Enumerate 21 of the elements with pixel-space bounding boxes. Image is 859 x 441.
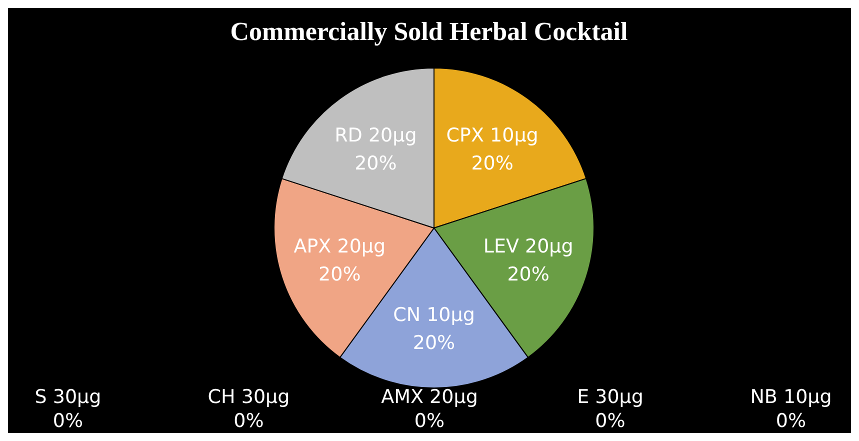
category-label: E 30µg — [577, 386, 644, 408]
slice-label: RD 20µg — [334, 124, 417, 147]
text: 0% — [595, 410, 626, 432]
category-label: CH 30µg — [208, 386, 290, 408]
data-label: 20% — [318, 264, 361, 286]
chart-title: Commercially Sold Herbal Cocktail — [230, 17, 628, 46]
text: 0% — [776, 410, 806, 432]
data-label: 20% — [412, 332, 456, 354]
category-label: NB 10µg — [750, 386, 832, 408]
text: 0% — [52, 410, 84, 432]
data-label: 20% — [471, 152, 514, 175]
slice-label: CN 10µg — [393, 304, 475, 326]
category-label: S 30µg — [34, 386, 102, 408]
data-label: 20% — [507, 264, 550, 286]
text: 0% — [414, 410, 445, 432]
text: 0% — [234, 410, 264, 432]
category-label: AMX 20µg — [381, 386, 478, 408]
slice-label: APX 20µg — [294, 236, 386, 258]
data-label: 20% — [354, 152, 397, 175]
slice-label: LEV 20µg — [483, 236, 574, 258]
slice-label: CPX 10µg — [446, 124, 538, 147]
